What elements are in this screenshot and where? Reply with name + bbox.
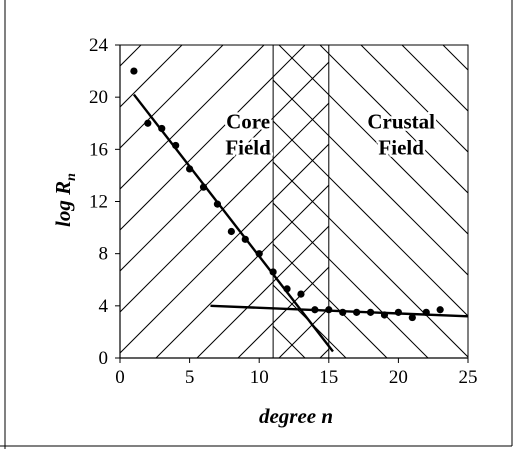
data-points xyxy=(130,67,444,322)
data-point xyxy=(269,268,277,276)
y-tick-label: 16 xyxy=(89,139,108,160)
y-tick-label: 20 xyxy=(89,87,108,108)
hatch-line xyxy=(273,161,468,358)
hatch-line xyxy=(443,45,514,358)
data-point xyxy=(339,308,347,316)
data-point xyxy=(325,306,333,314)
data-point xyxy=(241,235,249,243)
hatch-line xyxy=(402,45,514,358)
region-label-1-line-1: Field xyxy=(378,135,424,159)
y-tick-label: 4 xyxy=(99,296,109,317)
hatch-line xyxy=(484,45,514,358)
data-point xyxy=(199,183,208,191)
hatch-line xyxy=(273,120,468,317)
data-point xyxy=(422,308,430,316)
hatch-line xyxy=(278,45,468,235)
hatch-line xyxy=(120,143,329,354)
hatch-line xyxy=(273,243,388,358)
data-point xyxy=(394,308,402,316)
tick-labels: 0 5 10 15 20 25 0 4 8 12 16 20 24 xyxy=(89,35,478,388)
hatch-line xyxy=(237,266,329,358)
y-tick-label: 12 xyxy=(89,192,108,213)
hatch-line xyxy=(401,45,468,112)
x-tick-label: 10 xyxy=(250,367,269,388)
hatch-line xyxy=(484,45,514,358)
hatch-line xyxy=(120,45,306,231)
x-tick-label: 25 xyxy=(459,367,478,388)
data-point xyxy=(311,306,319,314)
hatch-line xyxy=(273,284,347,358)
hatch-line xyxy=(0,45,264,358)
region-label-1-line-0: Crustal xyxy=(367,109,435,133)
hatch-line xyxy=(273,79,468,276)
x-tick-label: 0 xyxy=(115,367,125,388)
data-point xyxy=(172,141,180,150)
hatch-line xyxy=(442,45,468,71)
hatch-layer xyxy=(0,45,514,358)
data-point xyxy=(353,308,361,316)
data-point xyxy=(158,124,166,133)
region-outline-0 xyxy=(119,44,330,359)
data-point xyxy=(186,165,194,173)
y-tick-label: 0 xyxy=(99,348,109,369)
data-point xyxy=(380,311,389,319)
y-axis-title-main: log R xyxy=(51,181,75,227)
data-point xyxy=(144,119,152,127)
y-axis-title-subscript: n xyxy=(64,173,79,181)
data-point xyxy=(255,250,263,258)
x-axis-title: degree n xyxy=(259,404,333,428)
hatch-line xyxy=(196,225,329,358)
hatch-line xyxy=(120,45,224,149)
data-point xyxy=(297,290,305,298)
hatch-line xyxy=(273,202,429,358)
data-point xyxy=(436,306,444,314)
region-label-0-line-0: Core xyxy=(226,109,270,133)
axes xyxy=(115,44,469,363)
y-tick-label: 24 xyxy=(89,35,109,56)
data-point xyxy=(227,227,235,236)
data-point xyxy=(366,308,375,316)
y-tick-label: 8 xyxy=(99,244,109,265)
hatch-line xyxy=(120,45,265,190)
y-axis-title: log Rn xyxy=(51,173,79,227)
hatch-region-1 xyxy=(0,45,514,358)
hatch-line xyxy=(273,325,306,358)
data-point xyxy=(130,67,138,75)
x-tick-label: 20 xyxy=(389,367,408,388)
hatch-line xyxy=(0,45,100,358)
hatch-line xyxy=(319,45,468,194)
hatch-line xyxy=(120,45,183,108)
hatch-line xyxy=(0,45,100,358)
x-tick-label: 5 xyxy=(185,367,195,388)
data-point xyxy=(283,285,291,293)
hatch-line xyxy=(360,45,468,153)
region-outlines xyxy=(119,44,469,359)
hatch-region-0 xyxy=(0,45,514,358)
x-tick-label: 15 xyxy=(319,367,338,388)
hatch-line xyxy=(120,61,329,272)
region-label-0-line-1: Field xyxy=(225,135,271,159)
hatch-line xyxy=(120,102,329,313)
data-point xyxy=(213,200,222,208)
data-point xyxy=(408,313,416,322)
